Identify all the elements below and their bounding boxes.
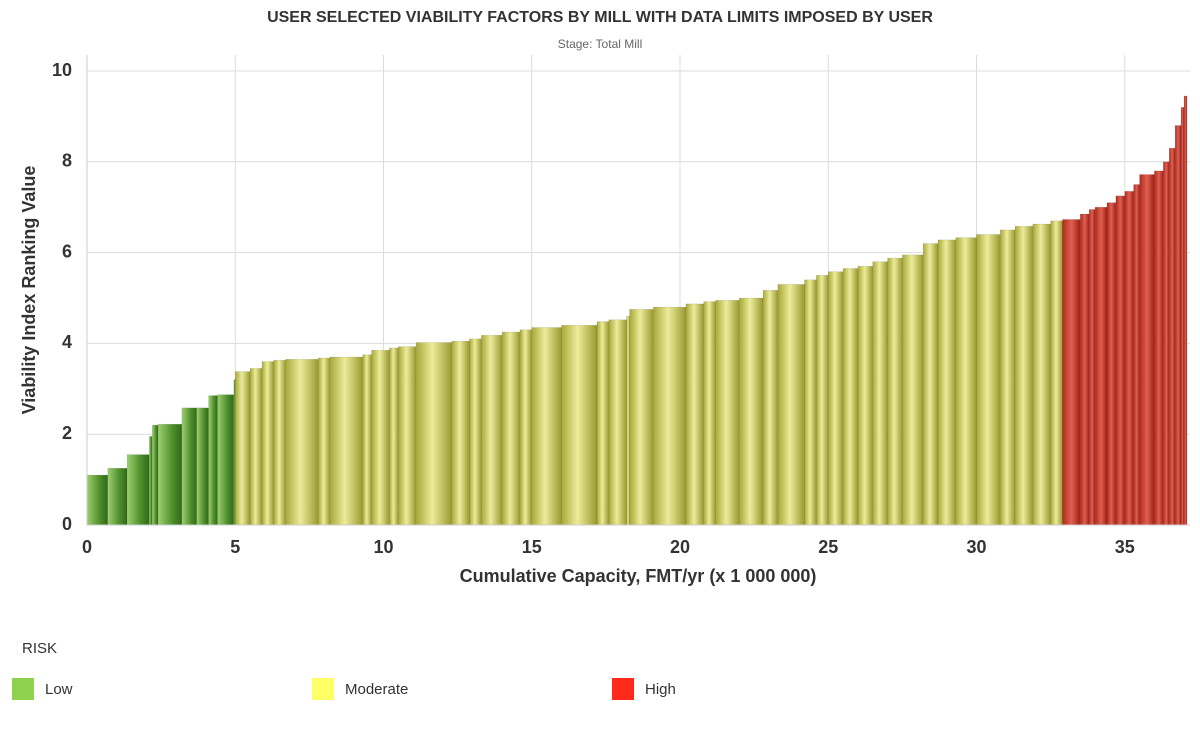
bar [469,338,482,526]
bar [107,467,128,526]
bar [261,361,275,526]
bar [596,321,610,526]
bar [1163,161,1170,526]
bars [86,95,1188,526]
bar [249,368,263,526]
bar [181,407,198,526]
legend-label: High [645,681,676,698]
y-tick-label: 10 [52,60,72,80]
bar [629,309,654,526]
bar [519,329,533,526]
bar [481,334,503,526]
bar [329,356,364,526]
bar [653,306,687,526]
bar [415,342,453,526]
bar [371,349,390,526]
bar [451,340,470,526]
bar [922,243,939,526]
bar [273,359,286,526]
bar [208,395,218,526]
bar [937,239,957,526]
bar [804,279,817,526]
bar [608,319,627,526]
bar [501,331,521,526]
bar [1139,174,1155,526]
bar [1133,184,1140,526]
y-tick-label: 8 [62,151,72,171]
y-axis-title: Viability Index Ranking Value [19,166,39,415]
bar [1106,202,1117,526]
bar [887,257,903,526]
bar [285,358,319,526]
legend-swatch [312,678,334,700]
y-tick-label: 2 [62,423,72,443]
bar [126,454,150,526]
bar [196,407,209,526]
bar [739,297,764,526]
bar [1062,219,1081,526]
x-tick-label: 20 [670,537,690,557]
bar [703,301,716,526]
x-tick-label: 35 [1115,537,1135,557]
bar [217,394,235,526]
bar [715,299,740,526]
bar [1180,107,1185,526]
bar [762,289,779,526]
bar [685,303,705,526]
bar [1168,147,1176,526]
bar [1014,225,1034,526]
bar [857,265,874,526]
legend-swatch [612,678,634,700]
x-tick-label: 10 [373,537,393,557]
x-tick-label: 30 [967,537,987,557]
bar [816,274,829,526]
bar [157,423,183,526]
bar [1174,125,1182,526]
bar [1094,206,1108,526]
legend-swatch [12,678,34,700]
x-axis-title: Cumulative Capacity, FMT/yr (x 1 000 000… [460,566,817,586]
bar [955,237,977,526]
legend-label: Low [45,681,73,698]
x-tick-label: 0 [82,537,92,557]
bar [531,327,562,526]
bar [389,347,399,526]
bar [1032,223,1051,526]
bar [1183,95,1188,526]
bar [902,254,924,526]
bar [626,315,630,526]
bar [1088,209,1096,526]
bar [151,424,159,526]
bar [1124,191,1134,526]
y-tick-label: 6 [62,241,72,261]
y-tick-label: 0 [62,514,72,534]
bar [362,354,372,526]
bar [234,371,251,526]
bar [827,271,844,526]
bar [1050,220,1063,526]
y-tick-label: 4 [62,332,72,352]
bar [999,229,1016,526]
bar [1079,213,1090,526]
bar [872,261,888,526]
bar [148,436,153,526]
chart-title: USER SELECTED VIABILITY FACTORS BY MILL … [267,9,933,26]
x-tick-label: 5 [230,537,240,557]
bar [398,346,417,526]
bar [561,324,598,526]
x-tick-label: 15 [522,537,542,557]
x-tick-label: 25 [818,537,838,557]
bar [86,474,109,526]
bar [777,284,805,526]
chart-subtitle: Stage: Total Mill [558,37,643,51]
bar [1154,170,1164,526]
legend-label: Moderate [345,681,408,698]
bar [317,357,331,526]
bar [976,234,1001,526]
legend-title: RISK [22,640,57,657]
bar [1115,195,1126,526]
bar [842,268,859,526]
